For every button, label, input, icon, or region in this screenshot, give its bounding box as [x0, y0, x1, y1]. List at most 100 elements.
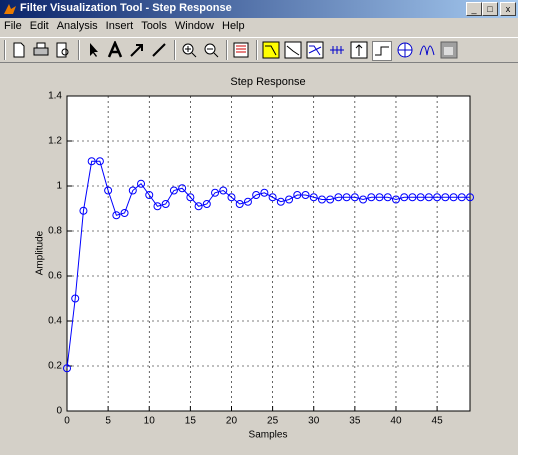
- step-button[interactable]: [372, 41, 392, 61]
- menu-item[interactable]: Help: [222, 20, 245, 32]
- y-tick-label: 0.6: [48, 271, 62, 282]
- separator: [256, 40, 258, 60]
- magnitude-button[interactable]: [262, 41, 280, 59]
- x-tick-label: 15: [185, 416, 197, 427]
- maximize-button[interactable]: □: [482, 2, 498, 16]
- insert-arrow-button[interactable]: [128, 41, 146, 59]
- window: Filter Visualization Tool - Step Respons…: [0, 0, 518, 455]
- data-marker: [219, 186, 228, 195]
- data-marker: [367, 193, 376, 202]
- data-marker: [243, 197, 252, 206]
- data-marker: [260, 188, 269, 197]
- y-tick-label: 1.2: [48, 136, 62, 147]
- data-marker: [169, 186, 178, 195]
- separator: [4, 40, 6, 60]
- x-tick-label: 20: [226, 416, 238, 427]
- close-button[interactable]: x: [500, 2, 516, 16]
- data-marker: [466, 193, 474, 202]
- pole-zero-button[interactable]: [396, 41, 414, 59]
- x-tick-label: 25: [267, 416, 279, 427]
- print-button[interactable]: [32, 41, 50, 59]
- data-marker: [457, 193, 466, 202]
- x-tick-label: 5: [105, 416, 111, 427]
- data-marker: [252, 191, 261, 199]
- data-marker: [441, 193, 450, 202]
- data-marker: [342, 193, 351, 202]
- menu-item[interactable]: Edit: [29, 20, 49, 32]
- data-marker: [87, 157, 96, 166]
- y-tick-label: 0: [56, 406, 62, 417]
- x-tick-label: 0: [64, 416, 70, 427]
- x-tick-label: 45: [432, 416, 444, 427]
- coefficients-button[interactable]: [232, 41, 250, 59]
- data-marker: [145, 191, 154, 199]
- x-tick-label: 10: [144, 416, 156, 427]
- zoom-in-button[interactable]: [180, 41, 198, 59]
- data-marker: [301, 191, 310, 199]
- group-delay-button[interactable]: [328, 41, 346, 59]
- separator: [174, 40, 176, 60]
- minimize-button[interactable]: _: [466, 2, 482, 16]
- app-icon: [4, 4, 16, 14]
- filter-coefficients-button[interactable]: [418, 41, 436, 59]
- menu-item[interactable]: Window: [174, 20, 214, 32]
- data-marker: [326, 195, 335, 204]
- y-tick-label: 1.4: [48, 91, 62, 102]
- separator: [226, 40, 228, 60]
- x-tick-label: 30: [308, 416, 320, 427]
- chart: Step Response Samples Amplitude 0 0.2 0.4 0…: [35, 76, 474, 441]
- mag-phase-button[interactable]: [306, 41, 324, 59]
- data-marker: [79, 206, 88, 215]
- filter-info-button[interactable]: [440, 41, 458, 59]
- data-marker: [391, 195, 400, 204]
- data-marker: [350, 193, 359, 202]
- menu-item[interactable]: Insert: [105, 20, 134, 32]
- menu-item[interactable]: Tools: [141, 20, 167, 32]
- phase-button[interactable]: [284, 41, 302, 59]
- data-marker: [276, 197, 285, 206]
- toolbar: [0, 37, 518, 63]
- data-marker: [285, 195, 294, 204]
- data-marker: [63, 364, 71, 373]
- data-marker: [104, 186, 113, 195]
- insert-text-button[interactable]: [106, 41, 124, 59]
- data-marker: [95, 157, 104, 166]
- data-marker: [235, 200, 244, 208]
- data-marker: [202, 200, 211, 208]
- y-tick-label: 0.4: [48, 316, 62, 327]
- y-axis-label: Amplitude: [35, 230, 46, 275]
- data-marker: [408, 193, 417, 202]
- plot-area: [66, 95, 471, 412]
- separator: [78, 40, 80, 60]
- chart-title: Step Response: [230, 76, 305, 88]
- data-line: [66, 160, 470, 369]
- data-marker: [128, 186, 137, 195]
- window-title: Filter Visualization Tool - Step Respons…: [20, 2, 232, 14]
- data-marker: [293, 191, 302, 199]
- data-marker: [161, 200, 170, 208]
- data-marker: [359, 195, 368, 204]
- data-marker: [383, 193, 392, 202]
- select-button[interactable]: [84, 41, 102, 59]
- data-marker: [178, 184, 187, 193]
- data-marker: [120, 209, 129, 217]
- data-marker: [317, 195, 326, 204]
- menu-item[interactable]: File: [4, 20, 22, 32]
- print-preview-button[interactable]: [54, 41, 72, 59]
- impulse-button[interactable]: [350, 41, 368, 59]
- data-marker: [309, 193, 318, 202]
- new-button[interactable]: [10, 41, 28, 59]
- data-marker: [194, 202, 203, 211]
- y-tick-label: 0.8: [48, 226, 62, 237]
- insert-line-button[interactable]: [150, 41, 168, 59]
- data-marker: [211, 188, 220, 197]
- data-marker: [227, 193, 236, 202]
- data-marker: [424, 193, 433, 202]
- data-marker: [400, 193, 409, 202]
- data-marker: [433, 193, 442, 202]
- data-marker: [449, 193, 458, 202]
- zoom-out-button[interactable]: [202, 41, 220, 59]
- y-tick-label: 1: [56, 181, 62, 192]
- menu-item[interactable]: Analysis: [56, 20, 98, 32]
- menu-bar: File Edit Analysis Insert Tools Window Help: [0, 19, 249, 35]
